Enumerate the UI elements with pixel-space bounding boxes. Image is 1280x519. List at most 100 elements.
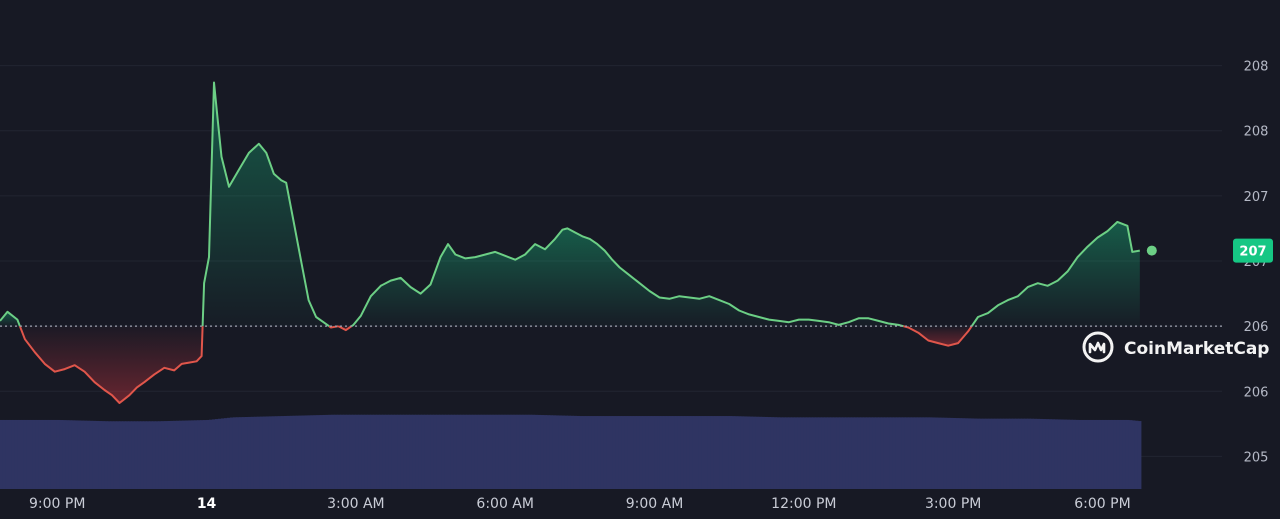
- volume-bar: [226, 417, 231, 489]
- volume-bar: [901, 417, 906, 489]
- volume-bar: [188, 420, 192, 489]
- volume-bar: [1018, 418, 1022, 489]
- price-line: [0, 81, 1140, 404]
- volume-bar: [14, 419, 19, 489]
- volume-bar: [863, 417, 867, 489]
- volume-bar: [343, 414, 348, 489]
- volume-bar: [250, 416, 255, 489]
- volume-bar: [2, 419, 7, 489]
- volume-bar: [268, 416, 273, 489]
- volume-bar: [558, 415, 563, 489]
- volume-bar: [615, 416, 619, 489]
- volume-bar: [253, 416, 258, 489]
- volume-bar: [576, 415, 580, 489]
- volume-bar: [654, 416, 658, 489]
- volume-bar: [65, 420, 70, 489]
- volume-bar: [567, 415, 572, 489]
- volume-bar: [651, 416, 655, 489]
- volume-bar: [988, 418, 993, 489]
- volume-bar: [95, 420, 100, 489]
- volume-bar: [394, 414, 398, 489]
- volume-bar: [444, 414, 449, 489]
- volume-bar: [552, 415, 557, 489]
- volume-bar: [833, 417, 837, 489]
- volume-bar: [668, 416, 673, 489]
- volume-bar: [391, 414, 395, 489]
- volume-bar: [274, 416, 279, 489]
- volume-bar: [158, 421, 162, 489]
- volume-bar: [657, 416, 661, 489]
- volume-bar: [731, 416, 736, 489]
- volume-bar: [665, 416, 670, 489]
- volume-bar: [0, 419, 4, 489]
- volume-bar: [782, 417, 787, 489]
- volume-bar: [182, 420, 186, 489]
- volume-bar: [382, 414, 386, 489]
- volume-bar: [29, 419, 34, 489]
- volume-bar: [755, 416, 760, 489]
- volume-bar: [985, 418, 990, 489]
- coinmarketcap-wordmark: CoinMarketCap: [1124, 339, 1269, 359]
- volume-bar: [83, 420, 88, 489]
- volume-bar: [59, 420, 64, 489]
- volume-bar: [671, 416, 676, 489]
- volume-bar: [450, 414, 455, 489]
- volume-bar: [176, 420, 180, 489]
- volume-bar: [376, 414, 380, 489]
- volume-bar: [474, 414, 479, 489]
- volume-bar: [107, 421, 112, 489]
- volume-bar: [310, 415, 315, 489]
- volume-bar: [143, 421, 147, 489]
- volume-bar: [683, 416, 688, 489]
- line-segment-up: [201, 81, 330, 328]
- volume-bar: [997, 418, 1002, 489]
- volume-bar: [319, 415, 324, 489]
- volume-bar: [854, 417, 858, 489]
- volume-bar: [1066, 419, 1070, 489]
- volume-bar: [498, 414, 503, 489]
- volume-bar: [534, 414, 539, 489]
- volume-bar: [606, 416, 610, 489]
- volume-bar: [26, 419, 31, 489]
- volume-bar: [525, 414, 530, 489]
- volume-bar: [358, 414, 362, 489]
- volume-bar: [1096, 419, 1100, 489]
- volume-bar: [531, 414, 536, 489]
- volume-bar: [1107, 419, 1112, 489]
- volume-bar: [698, 416, 703, 489]
- volume-bar: [543, 415, 548, 489]
- x-tick-label: 9:00 AM: [626, 496, 684, 512]
- volume-bar: [967, 418, 972, 489]
- area-segment-down: [903, 326, 972, 346]
- volume-bar: [609, 416, 613, 489]
- volume-bar: [845, 417, 849, 489]
- x-tick-label: 9:00 PM: [29, 496, 85, 512]
- volume-bar: [89, 420, 94, 489]
- volume-bar: [1119, 419, 1124, 489]
- volume-bar: [716, 416, 721, 489]
- volume-bar: [645, 416, 649, 489]
- volume-bar: [875, 417, 879, 489]
- volume-bar: [594, 416, 598, 489]
- volume-bar: [1137, 421, 1142, 489]
- volume-bar: [397, 414, 401, 489]
- volume-bar: [441, 414, 446, 489]
- volume-bar: [179, 420, 183, 489]
- volume-bar: [35, 419, 40, 489]
- volume-bar: [886, 417, 891, 489]
- volume-bar: [612, 416, 616, 489]
- volume-bar: [1078, 419, 1082, 489]
- volume-bar: [1021, 418, 1025, 489]
- volume-bar: [459, 414, 464, 489]
- volume-bar: [895, 417, 900, 489]
- volume-bar: [1048, 419, 1052, 489]
- volume-bar: [791, 417, 795, 489]
- volume-bar: [161, 421, 165, 489]
- volume-bar: [821, 417, 825, 489]
- volume-bar: [958, 418, 963, 489]
- volume-bar: [848, 417, 852, 489]
- volume-bar: [1045, 419, 1049, 489]
- volume-bar: [636, 416, 640, 489]
- volume-bar: [904, 417, 909, 489]
